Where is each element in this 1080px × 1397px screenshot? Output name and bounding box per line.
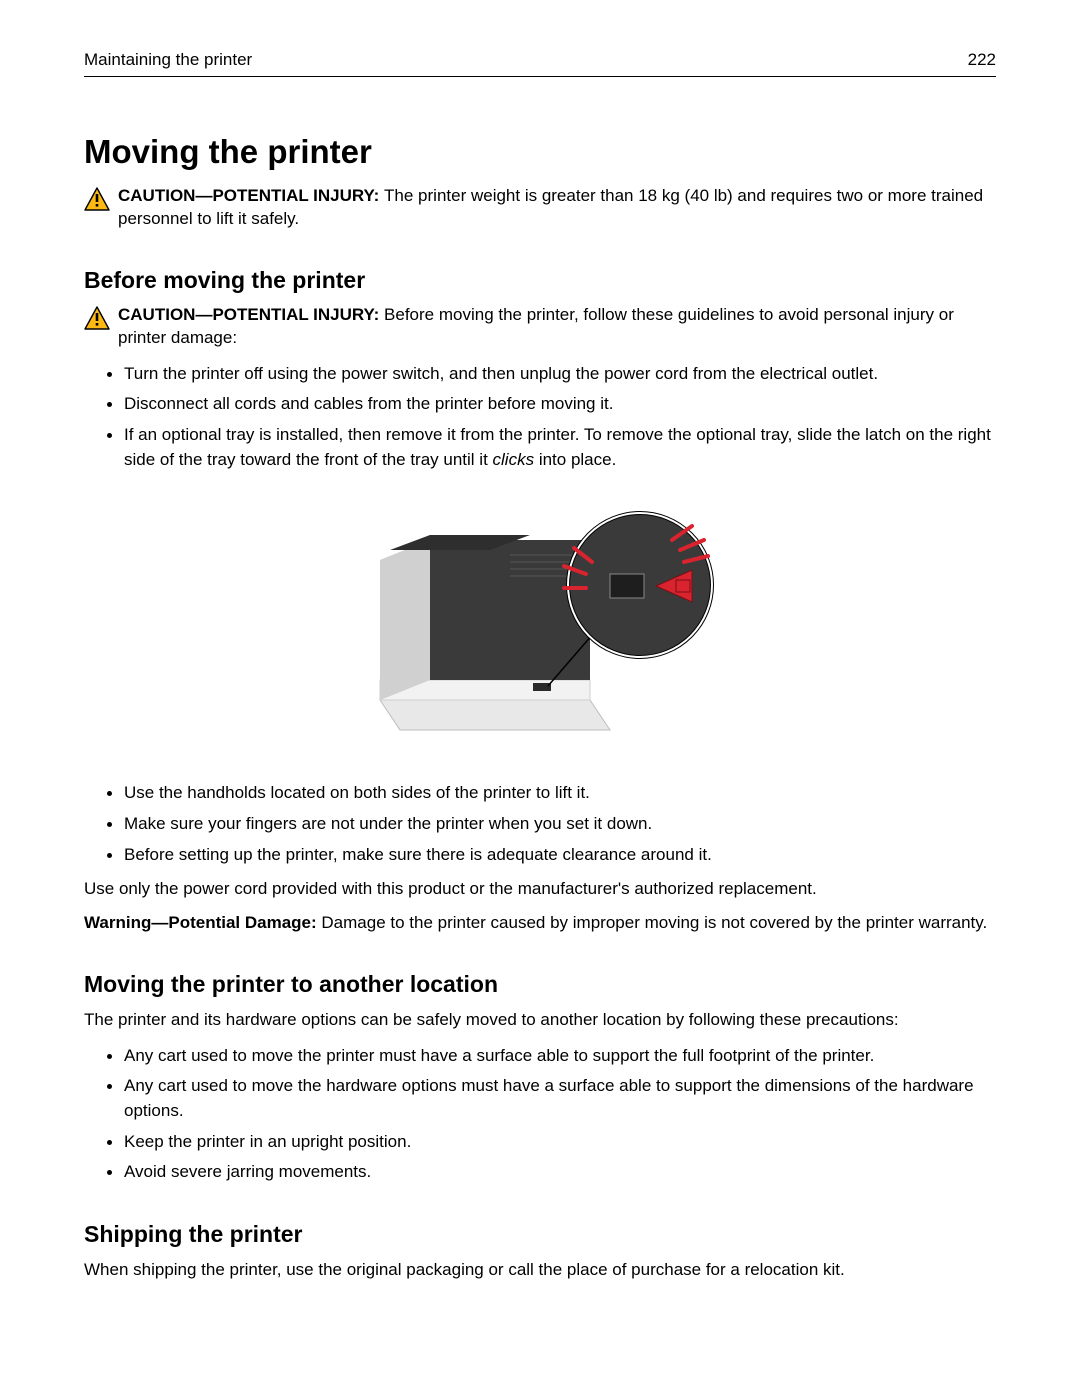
header-left: Maintaining the printer — [84, 50, 252, 70]
list-item: Avoid severe jarring movements. — [124, 1158, 996, 1185]
page-title: Moving the printer — [84, 133, 996, 171]
bullets-moving: Any cart used to move the printer must h… — [84, 1042, 996, 1185]
warning-text: Damage to the printer caused by improper… — [321, 913, 987, 932]
heading-moving-location: Moving the printer to another location — [84, 971, 996, 998]
list-item: Disconnect all cords and cables from the… — [124, 390, 996, 417]
list-item: Any cart used to move the printer must h… — [124, 1042, 996, 1069]
caution-icon — [84, 306, 110, 330]
list-item: Use the handholds located on both sides … — [124, 779, 996, 806]
header-page-number: 222 — [968, 50, 996, 70]
heading-before-moving: Before moving the printer — [84, 267, 996, 294]
tray-text-suffix: into place. — [534, 450, 616, 469]
para-moving-intro: The printer and its hardware options can… — [84, 1008, 996, 1032]
tray-text-em: clicks — [493, 450, 535, 469]
figure-tray-latch — [84, 490, 996, 755]
bullets-before-a: Turn the printer off using the power swi… — [84, 360, 996, 473]
caution-icon — [84, 187, 110, 211]
caution-label: CAUTION—POTENTIAL INJURY: — [118, 305, 384, 324]
heading-shipping: Shipping the printer — [84, 1221, 996, 1248]
para-shipping: When shipping the printer, use the origi… — [84, 1258, 996, 1282]
caution-weight: CAUTION—POTENTIAL INJURY: The printer we… — [84, 185, 996, 231]
para-power-cord: Use only the power cord provided with th… — [84, 877, 996, 901]
caution-before-moving: CAUTION—POTENTIAL INJURY: Before moving … — [84, 304, 996, 350]
list-item: Before setting up the printer, make sure… — [124, 841, 996, 868]
list-item-tray: If an optional tray is installed, then r… — [124, 421, 996, 472]
list-item: Turn the printer off using the power swi… — [124, 360, 996, 387]
list-item: Make sure your fingers are not under the… — [124, 810, 996, 837]
running-header: Maintaining the printer 222 — [84, 50, 996, 77]
warning-label: Warning—Potential Damage: — [84, 913, 321, 932]
bullets-before-b: Use the handholds located on both sides … — [84, 779, 996, 867]
list-item: Keep the printer in an upright position. — [124, 1128, 996, 1155]
caution-before-moving-text: CAUTION—POTENTIAL INJURY: Before moving … — [118, 304, 996, 350]
list-item: Any cart used to move the hardware optio… — [124, 1072, 996, 1123]
caution-label: CAUTION—POTENTIAL INJURY: — [118, 186, 384, 205]
caution-weight-text: CAUTION—POTENTIAL INJURY: The printer we… — [118, 185, 996, 231]
para-warning-damage: Warning—Potential Damage: Damage to the … — [84, 911, 996, 935]
